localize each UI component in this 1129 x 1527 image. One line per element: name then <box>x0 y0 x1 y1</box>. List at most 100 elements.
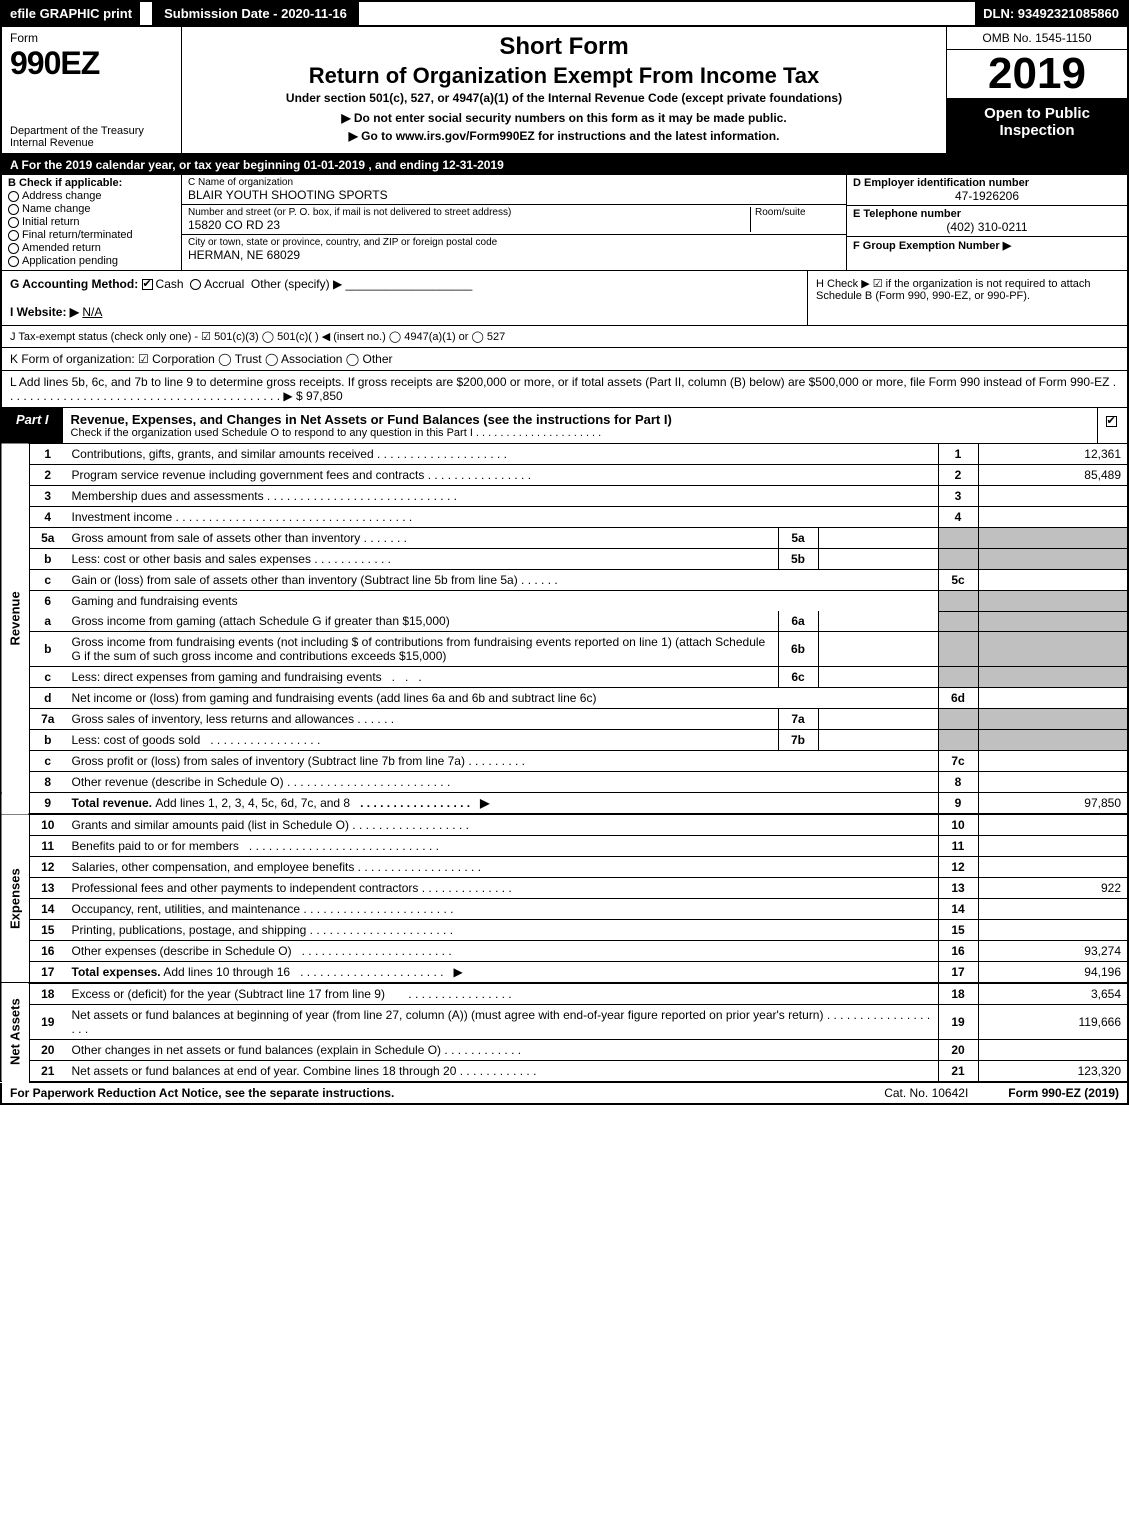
line-16-desc: Other expenses (describe in Schedule O) … <box>66 941 939 962</box>
line-6c-no: c <box>30 667 66 688</box>
line-6b-amt-shade <box>978 632 1128 667</box>
line-3-amt <box>978 486 1128 507</box>
section-b-label: B Check if applicable: <box>8 177 122 189</box>
line-9-num: 9 <box>938 793 978 815</box>
spacer <box>359 2 975 25</box>
line-4-no: 4 <box>30 507 66 528</box>
line-6-shade <box>938 591 978 612</box>
line-6-no: 6 <box>30 591 66 612</box>
line-8-num: 8 <box>938 772 978 793</box>
short-form-title: Short Form <box>194 33 934 61</box>
form-label: Form <box>10 31 173 45</box>
line-9-amt: 97,850 <box>978 793 1128 815</box>
chk-cash[interactable] <box>142 279 153 290</box>
room-label: Room/suite <box>755 207 840 218</box>
line-15-no: 15 <box>30 920 66 941</box>
line-5c-amt <box>978 570 1128 591</box>
line-6c-desc: Less: direct expenses from gaming and fu… <box>66 667 779 688</box>
org-name-cell: C Name of organization BLAIR YOUTH SHOOT… <box>182 175 846 205</box>
line-4-desc: Investment income . . . . . . . . . . . … <box>66 507 939 528</box>
line-12-no: 12 <box>30 857 66 878</box>
line-5b-sub: 5b <box>778 549 818 570</box>
line-6c-sub: 6c <box>778 667 818 688</box>
chk-address-change[interactable]: Address change <box>8 190 175 202</box>
chk-amended-return[interactable]: Amended return <box>8 242 175 254</box>
line-17-amt: 94,196 <box>978 962 1128 984</box>
line-13-desc: Professional fees and other payments to … <box>66 878 939 899</box>
line-14-amt <box>978 899 1128 920</box>
section-l: L Add lines 5b, 6c, and 7b to line 9 to … <box>0 371 1129 408</box>
line-6d-no: d <box>30 688 66 709</box>
open-to-public: Open to Public Inspection <box>947 99 1127 153</box>
chk-final-return[interactable]: Final return/terminated <box>8 229 175 241</box>
line-11-no: 11 <box>30 836 66 857</box>
line-17-desc: Total expenses. Add lines 10 through 16 … <box>66 962 939 984</box>
org-name: BLAIR YOUTH SHOOTING SPORTS <box>188 188 840 202</box>
line-7a-amt-shade <box>978 709 1128 730</box>
line-1-amt: 12,361 <box>978 444 1128 465</box>
sidebar-revenue: Revenue <box>1 444 30 793</box>
sidebar-expenses: Expenses <box>1 814 30 983</box>
line-7b-shade <box>938 730 978 751</box>
line-5a-shade <box>938 528 978 549</box>
org-name-label: C Name of organization <box>188 177 840 188</box>
line-5b-amt-shade <box>978 549 1128 570</box>
line-7b-no: b <box>30 730 66 751</box>
line-14-num: 14 <box>938 899 978 920</box>
line-7c-amt <box>978 751 1128 772</box>
line-1-desc: Contributions, gifts, grants, and simila… <box>66 444 939 465</box>
line-7b-amt-shade <box>978 730 1128 751</box>
footer-mid: Cat. No. 10642I <box>844 1086 1008 1100</box>
line-13-num: 13 <box>938 878 978 899</box>
line-6a-desc: Gross income from gaming (attach Schedul… <box>66 611 779 632</box>
i-label: I Website: ▶ <box>10 305 79 319</box>
line-10-num: 10 <box>938 814 978 836</box>
chk-initial-return[interactable]: Initial return <box>8 216 175 228</box>
form-header: Form 990EZ Department of the Treasury In… <box>0 25 1129 155</box>
other-label: Other (specify) ▶ <box>251 277 342 291</box>
tel-value: (402) 310-0211 <box>853 220 1121 234</box>
chk-accrual[interactable] <box>190 279 201 290</box>
header-center: Short Form Return of Organization Exempt… <box>182 27 947 153</box>
org-city: HERMAN, NE 68029 <box>188 248 840 262</box>
city-label: City or town, state or province, country… <box>188 237 840 248</box>
omb-number: OMB No. 1545-1150 <box>947 27 1127 50</box>
part1-title: Revenue, Expenses, and Changes in Net As… <box>63 408 1097 443</box>
group-label: F Group Exemption Number ▶ <box>853 239 1121 252</box>
chk-name-change[interactable]: Name change <box>8 203 175 215</box>
line-5b-desc: Less: cost or other basis and sales expe… <box>66 549 779 570</box>
line-3-no: 3 <box>30 486 66 507</box>
line-18-amt: 3,654 <box>978 983 1128 1005</box>
line-18-num: 18 <box>938 983 978 1005</box>
line-11-desc: Benefits paid to or for members . . . . … <box>66 836 939 857</box>
line-19-desc: Net assets or fund balances at beginning… <box>66 1005 939 1040</box>
line-21-desc: Net assets or fund balances at end of ye… <box>66 1061 939 1083</box>
line-17-no: 17 <box>30 962 66 984</box>
org-address: 15820 CO RD 23 <box>188 218 750 232</box>
line-2-no: 2 <box>30 465 66 486</box>
line-15-num: 15 <box>938 920 978 941</box>
line-11-num: 11 <box>938 836 978 857</box>
part1-checkbox[interactable] <box>1097 408 1127 443</box>
part1-title-text: Revenue, Expenses, and Changes in Net As… <box>71 412 672 427</box>
line-6-desc: Gaming and fundraising events <box>66 591 939 612</box>
line-16-num: 16 <box>938 941 978 962</box>
line-11-amt <box>978 836 1128 857</box>
line-6a-subval <box>818 611 938 632</box>
website-value: N/A <box>82 305 102 319</box>
line-4-num: 4 <box>938 507 978 528</box>
line-13-no: 13 <box>30 878 66 899</box>
line-6a-shade <box>938 611 978 632</box>
line-9-desc: Total revenue. Add lines 1, 2, 3, 4, 5c,… <box>66 793 939 815</box>
dln-label: DLN: 93492321085860 <box>975 2 1127 25</box>
line-7a-shade <box>938 709 978 730</box>
line-6b-subval <box>818 632 938 667</box>
chk-application-pending[interactable]: Application pending <box>8 255 175 267</box>
efile-label[interactable]: efile GRAPHIC print <box>2 2 140 25</box>
line-5c-desc: Gain or (loss) from sale of assets other… <box>66 570 939 591</box>
row-g-h: G Accounting Method: Cash Accrual Other … <box>0 271 1129 326</box>
line-10-desc: Grants and similar amounts paid (list in… <box>66 814 939 836</box>
goto-link[interactable]: Go to www.irs.gov/Form990EZ for instruct… <box>361 129 779 143</box>
section-h: H Check ▶ ☑ if the organization is not r… <box>807 271 1127 325</box>
org-addr-cell: Number and street (or P. O. box, if mail… <box>182 205 846 235</box>
